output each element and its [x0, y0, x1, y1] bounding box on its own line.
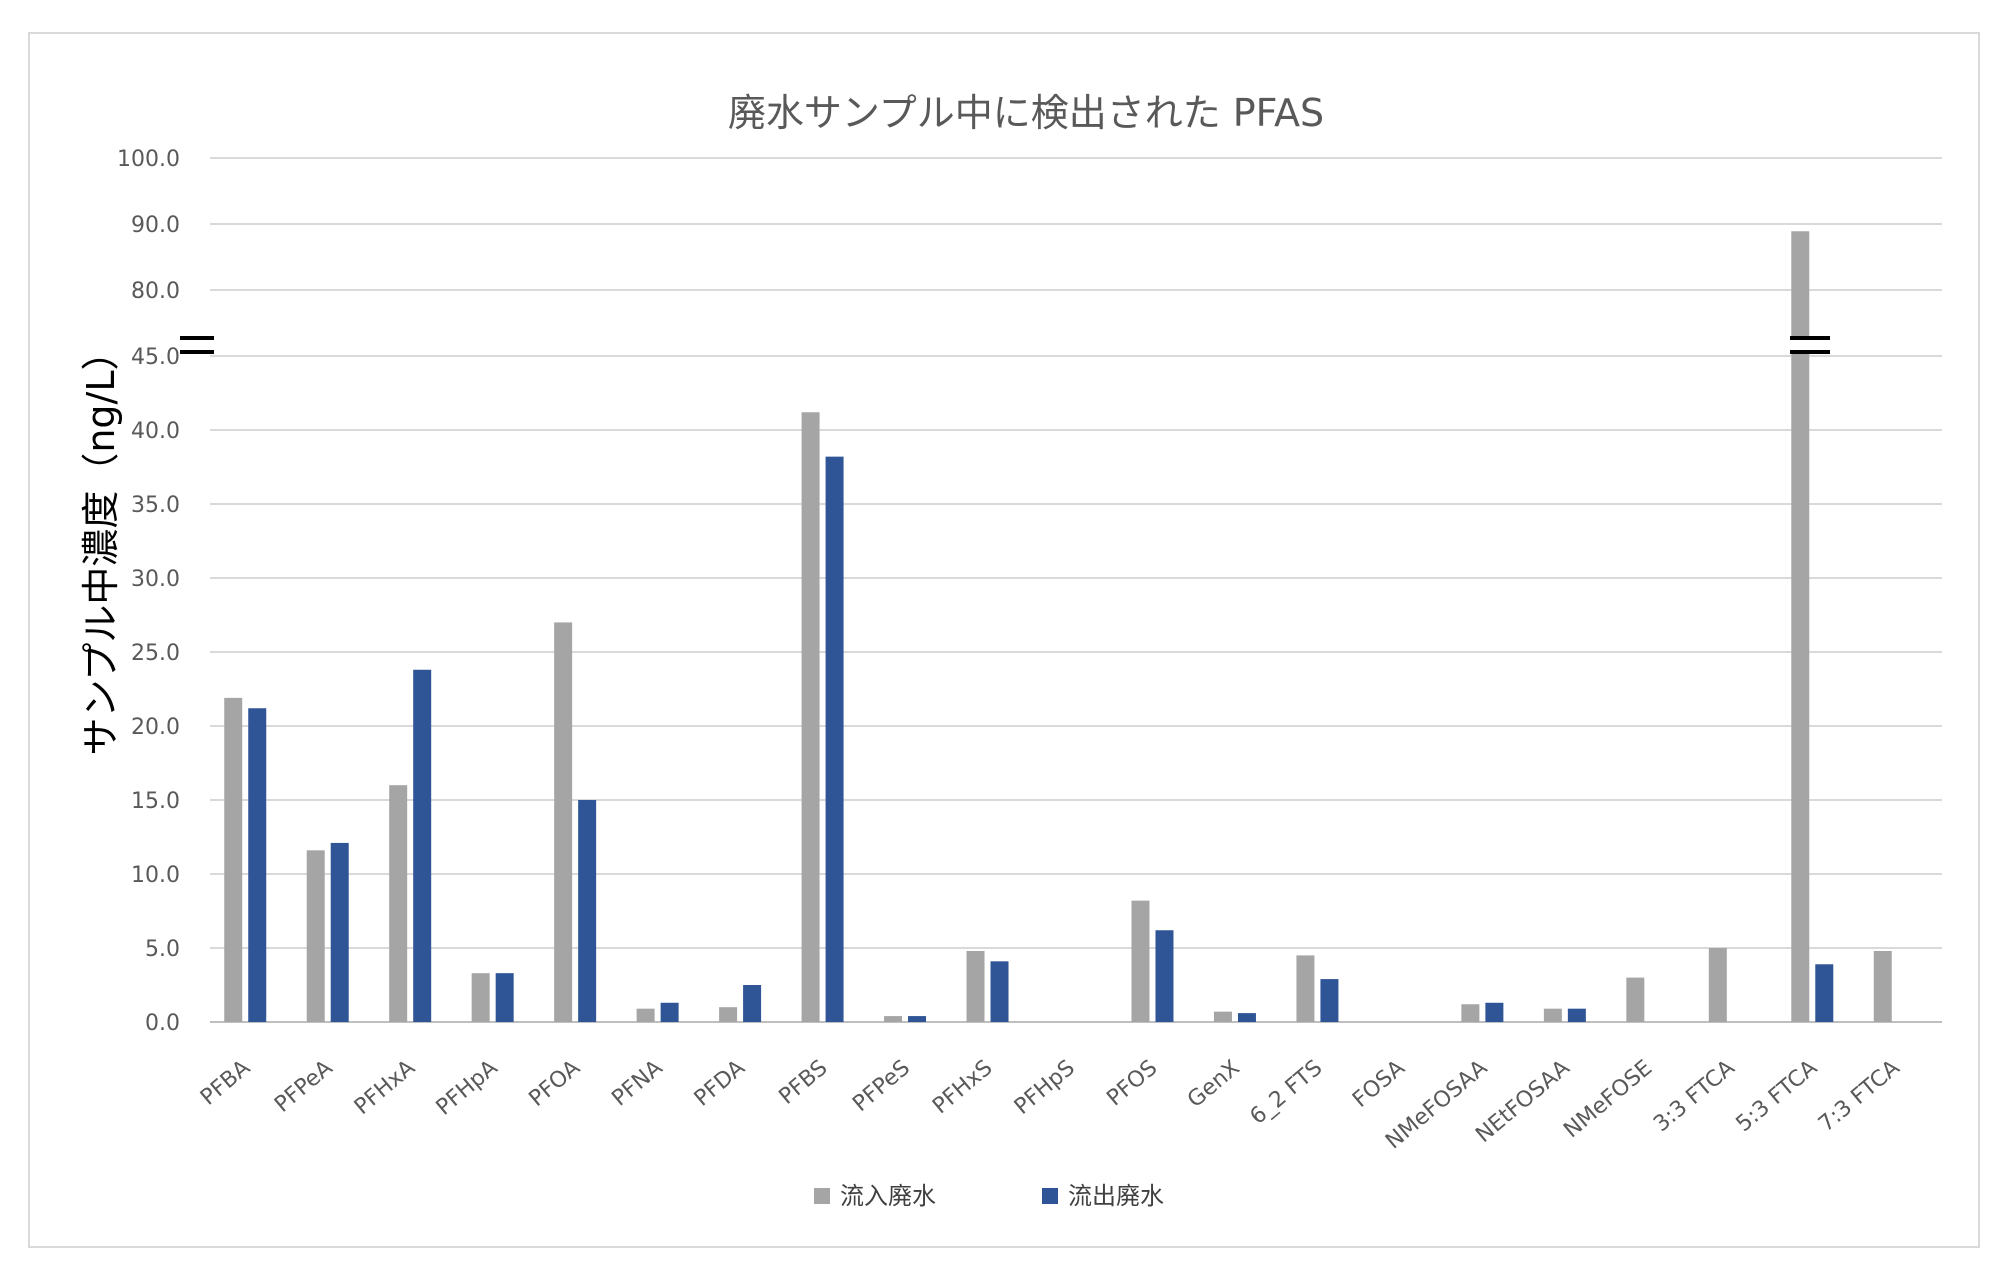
- y-tick-labels: 0.0 5.0 10.0 15.0 20.0 25.0 30.0 35.0 40.0 45.0 80…: [117, 147, 180, 1036]
- pfas-bar-chart: 廃水サンプル中に検出された PFAS サンプル中濃度（ng/L） 0.0 5.0 1…: [79, 91, 1942, 1210]
- bar-pfbs-series-2: [825, 456, 844, 1022]
- y-axis-label: サンプル中濃度（ng/L）: [79, 332, 123, 755]
- y-tick-label: 25.0: [131, 641, 180, 666]
- x-category-label: PFBA: [196, 1055, 255, 1110]
- x-category-label: PFHxA: [350, 1055, 420, 1119]
- x-category-label: PFOA: [525, 1055, 585, 1111]
- bar-pfhxs-series-1: [966, 950, 985, 1022]
- bar-nmefose-series-1: [1626, 977, 1645, 1022]
- bar-pfhxa-series-2: [413, 669, 432, 1022]
- x-category-label: GenX: [1183, 1055, 1245, 1112]
- x-category-label: PFDA: [690, 1055, 750, 1111]
- bar-netfosaa-series-1: [1543, 1008, 1562, 1022]
- legend-swatch: [1042, 1188, 1058, 1204]
- bar-pfpes-series-2: [908, 1016, 927, 1022]
- legend-item-1: 流入廃水: [814, 1182, 936, 1210]
- axis-break-marks: [180, 336, 1830, 354]
- bar-pfoa-series-1: [554, 622, 573, 1022]
- y-tick-label: 10.0: [131, 863, 180, 888]
- x-category-labels: PFBA PFPeA PFHxA PFHpA PFOA PFNA PFDA PFBS PFPeS…: [196, 1055, 1905, 1154]
- bars: [224, 231, 1892, 1022]
- y-tick-label: 5.0: [145, 937, 180, 962]
- bar-pfoa-series-2: [578, 800, 597, 1022]
- x-category-label: PFHxS: [928, 1055, 997, 1119]
- x-category-label: PFPeA: [270, 1055, 337, 1117]
- bar-5-3-ftca-series-1: [1791, 231, 1810, 1022]
- y-tick-label: 40.0: [131, 419, 180, 444]
- x-category-label: PFPeS: [848, 1055, 915, 1117]
- bar-5-3-ftca-series-2: [1815, 964, 1834, 1022]
- bar-pfhpa-series-1: [471, 973, 490, 1022]
- chart-title: 廃水サンプル中に検出された PFAS: [728, 91, 1324, 135]
- legend-label: 流入廃水: [840, 1182, 936, 1210]
- x-category-label: 5:3 FTCA: [1732, 1055, 1823, 1137]
- bar-7-3-ftca-series-1: [1873, 950, 1892, 1022]
- y-tick-label: 30.0: [131, 567, 180, 592]
- x-category-label: 6_2 FTS: [1246, 1055, 1328, 1129]
- bar-pfpes-series-1: [884, 1016, 903, 1022]
- y-tick-label: 80.0: [131, 279, 180, 304]
- bar-pfos-series-1: [1131, 900, 1150, 1022]
- y-tick-label: 20.0: [131, 715, 180, 740]
- bar-pfhpa-series-2: [495, 973, 514, 1022]
- bar-6-2-fts-series-2: [1320, 979, 1339, 1022]
- x-category-label: PFHpA: [432, 1055, 503, 1120]
- bar-pfda-series-2: [743, 985, 762, 1022]
- bar-genx-series-2: [1237, 1013, 1256, 1022]
- y-tick-label: 45.0: [131, 345, 180, 370]
- bar-pfpea-series-1: [306, 850, 325, 1022]
- grid-layer: [210, 157, 1942, 1023]
- chart-frame: 廃水サンプル中に検出された PFAS サンプル中濃度（ng/L） 0.0 5.0 1…: [28, 32, 1980, 1248]
- bar-pfhxa-series-1: [389, 785, 408, 1022]
- legend-item-2: 流出廃水: [1042, 1182, 1164, 1210]
- bar-pfbs-series-1: [801, 412, 820, 1022]
- legend-swatch: [814, 1188, 830, 1204]
- bar-pfna-series-1: [636, 1008, 655, 1022]
- y-tick-label: 100.0: [117, 147, 180, 172]
- bar-pfpea-series-2: [330, 842, 349, 1022]
- bar-pfos-series-2: [1155, 930, 1174, 1022]
- y-tick-label: 0.0: [145, 1011, 180, 1036]
- legend-label: 流出廃水: [1068, 1182, 1164, 1210]
- x-category-label: 3:3 FTCA: [1649, 1055, 1740, 1137]
- x-category-label: NMeFOSE: [1559, 1055, 1657, 1143]
- bar-genx-series-1: [1213, 1011, 1232, 1022]
- legend: 流入廃水 流出廃水: [814, 1182, 1164, 1210]
- bar-pfna-series-2: [660, 1002, 679, 1022]
- x-category-label: PFHpS: [1010, 1055, 1080, 1119]
- y-tick-label: 35.0: [131, 493, 180, 518]
- axis-break-mark: [1790, 336, 1830, 354]
- bar-pfba-series-1: [224, 697, 243, 1022]
- x-category-label: FOSA: [1348, 1055, 1410, 1112]
- bar-3-3-ftca-series-1: [1708, 948, 1727, 1022]
- bar-pfba-series-2: [248, 708, 267, 1022]
- y-tick-label: 90.0: [131, 213, 180, 238]
- x-category-label: 7:3 FTCA: [1814, 1055, 1905, 1137]
- y-tick-label: 15.0: [131, 789, 180, 814]
- bar-nmefosaa-series-1: [1461, 1004, 1480, 1022]
- x-category-label: PFBS: [775, 1055, 833, 1109]
- axis-break-mark: [180, 336, 214, 354]
- x-category-label: PFNA: [607, 1055, 667, 1111]
- bar-netfosaa-series-2: [1567, 1008, 1586, 1022]
- bar-pfhxs-series-2: [990, 961, 1009, 1022]
- bar-pfda-series-1: [719, 1007, 738, 1022]
- bar-6-2-fts-series-1: [1296, 955, 1315, 1022]
- bar-nmefosaa-series-2: [1485, 1002, 1504, 1022]
- x-category-label: PFOS: [1102, 1055, 1162, 1111]
